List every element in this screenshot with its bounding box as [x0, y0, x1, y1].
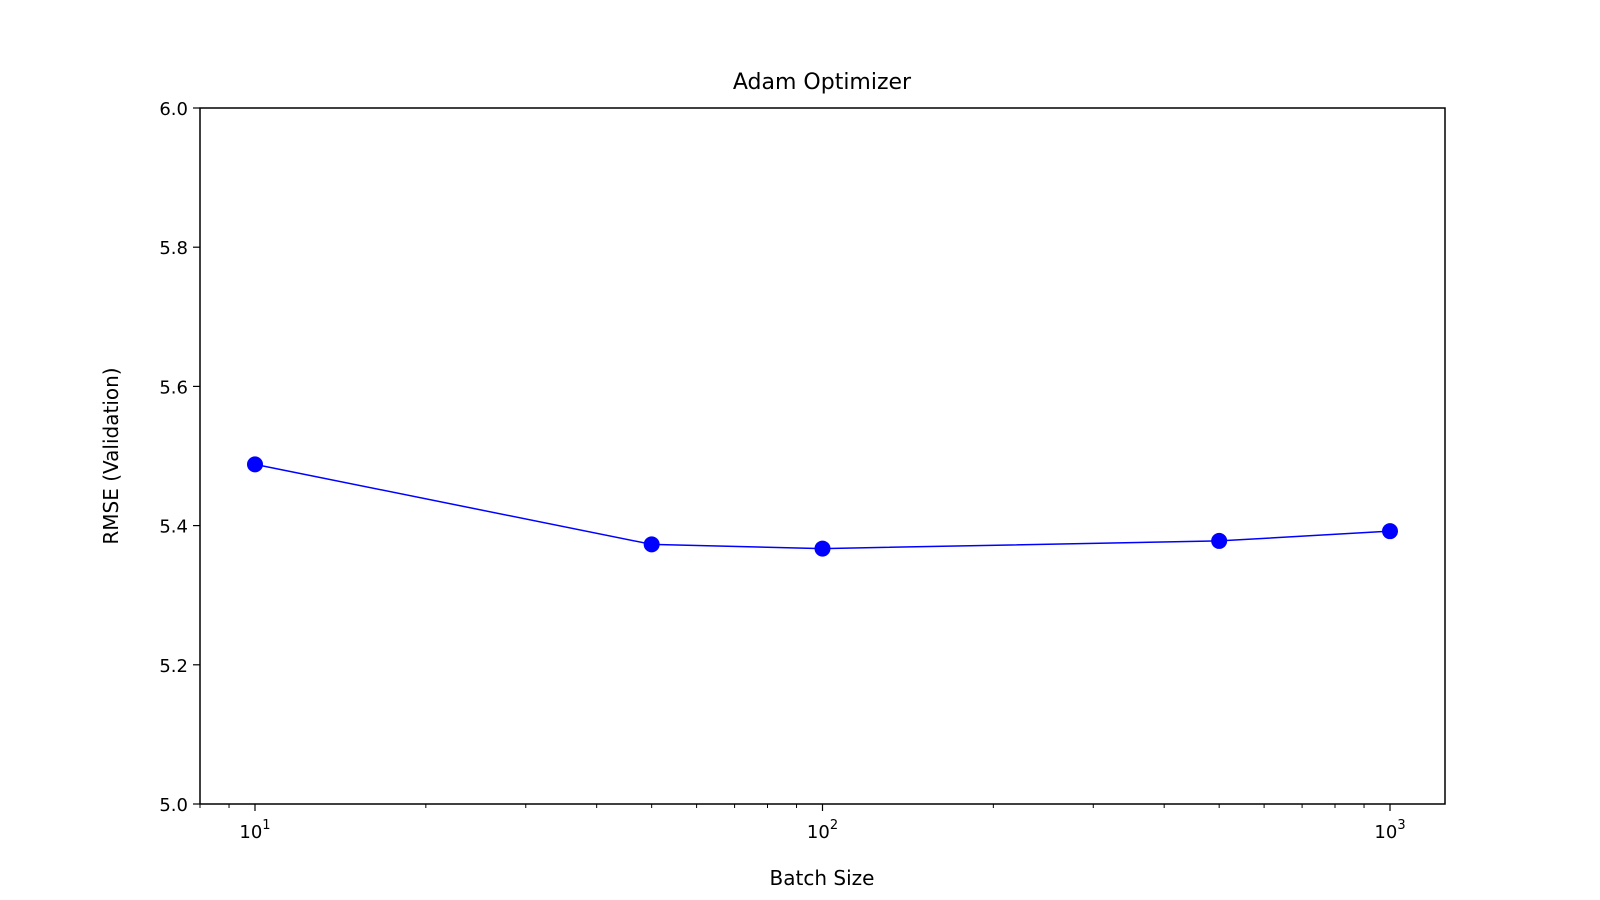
x-tick-label: 101	[239, 818, 270, 843]
data-point	[246, 456, 263, 473]
y-tick-label: 6.0	[159, 99, 188, 120]
y-axis-label: RMSE (Validation)	[99, 367, 123, 544]
x-tick-label: 102	[807, 818, 838, 843]
x-tick-label: 103	[1374, 818, 1405, 843]
y-tick-label: 5.6	[159, 377, 188, 398]
y-tick-label: 5.0	[159, 795, 188, 816]
chart-title: Adam Optimizer	[733, 70, 912, 95]
plot-frame	[199, 107, 1446, 805]
y-tick-label: 5.8	[159, 238, 188, 259]
y-tick-label: 5.4	[159, 517, 188, 538]
data-point	[643, 536, 660, 553]
y-tick-label: 5.2	[159, 656, 188, 677]
data-point	[1211, 532, 1228, 549]
data-point	[814, 540, 831, 557]
data-point	[1382, 523, 1399, 540]
x-axis-label: Batch Size	[770, 866, 875, 890]
